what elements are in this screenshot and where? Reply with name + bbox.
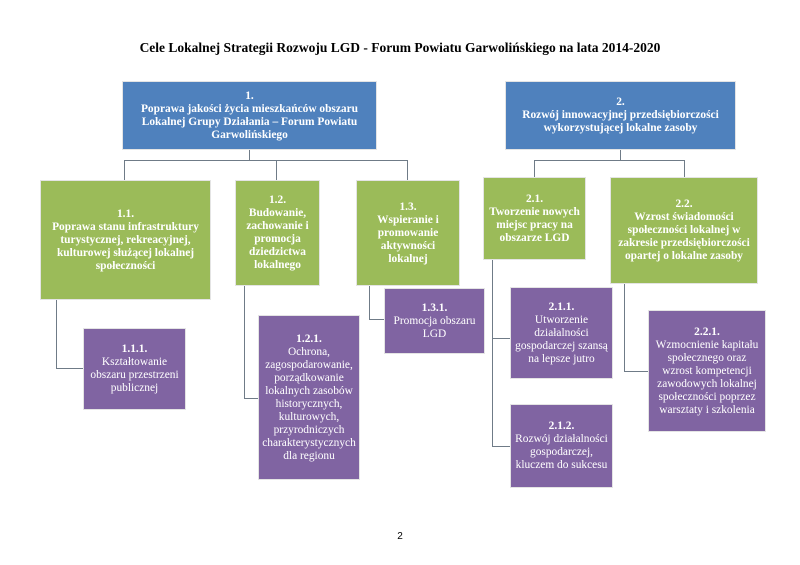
action-1-3-1: 1.3.1. Promocja obszaru LGD xyxy=(384,288,485,354)
action-2-2-1-text: Wzmocnienie kapitału społecznego oraz wz… xyxy=(652,339,762,417)
goal-2: 2. Rozwój innowacyjnej przedsiębiorczośc… xyxy=(505,81,736,150)
connector xyxy=(124,160,408,161)
connector xyxy=(492,446,510,447)
action-2-1-2-number: 2.1.2. xyxy=(549,420,575,433)
connector xyxy=(369,319,384,320)
objective-1-1-text: Poprawa stanu infrastruktury turystyczne… xyxy=(44,221,207,273)
objective-1-3: 1.3. Wspieranie i promowanie aktywności … xyxy=(356,180,460,286)
connector xyxy=(56,300,57,368)
objective-2-1-number: 2.1. xyxy=(526,193,543,206)
objective-1-1-number: 1.1. xyxy=(117,208,134,221)
goal-1-number: 1. xyxy=(245,90,254,103)
connector xyxy=(534,160,684,161)
action-1-1-1-number: 1.1.1. xyxy=(122,343,148,356)
connector xyxy=(369,286,370,319)
action-1-3-1-number: 1.3.1. xyxy=(422,302,448,315)
action-1-2-1-text: Ochrona, zagospodarowanie, porządkowanie… xyxy=(262,346,356,463)
connector xyxy=(249,150,250,160)
action-1-2-1: 1.2.1. Ochrona, zagospodarowanie, porząd… xyxy=(258,315,360,480)
connector xyxy=(492,260,493,446)
objective-2-2: 2.2. Wzrost świadomości społeczności lok… xyxy=(610,177,758,284)
objective-1-3-number: 1.3. xyxy=(399,201,416,214)
connector xyxy=(492,338,510,339)
connector xyxy=(624,371,648,372)
objective-1-2: 1.2. Budowanie, zachowanie i promocja dz… xyxy=(235,180,320,286)
objective-2-2-number: 2.2. xyxy=(675,198,692,211)
connector xyxy=(244,398,258,399)
objective-1-1: 1.1. Poprawa stanu infrastruktury turyst… xyxy=(40,180,211,300)
goal-2-number: 2. xyxy=(616,96,625,109)
action-1-3-1-text: Promocja obszaru LGD xyxy=(388,315,481,341)
action-2-1-1-text: Utworzenie działalności gospodarczej sza… xyxy=(514,314,609,366)
action-2-1-1-number: 2.1.1. xyxy=(549,301,575,314)
objective-1-3-text: Wspieranie i promowanie aktywności lokal… xyxy=(360,214,456,266)
action-2-1-2: 2.1.2. Rozwój działalności gospodarczej,… xyxy=(510,404,613,488)
connector xyxy=(534,160,535,177)
connector xyxy=(124,160,125,180)
action-2-1-2-text: Rozwój działalności gospodarczej, klucze… xyxy=(514,433,609,472)
connector xyxy=(407,160,408,180)
action-2-2-1-number: 2.2.1. xyxy=(694,326,720,339)
action-2-2-1: 2.2.1. Wzmocnienie kapitału społecznego … xyxy=(648,310,766,432)
action-1-1-1-text: Kształtowanie obszaru przestrzeni public… xyxy=(87,356,182,395)
action-1-2-1-number: 1.2.1. xyxy=(296,333,322,346)
connector xyxy=(624,284,625,371)
objective-2-1: 2.1. Tworzenie nowych miejsc pracy na ob… xyxy=(483,177,586,260)
goal-1: 1. Poprawa jakości życia mieszkańców obs… xyxy=(122,81,377,150)
objective-2-1-text: Tworzenie nowych miejsc pracy na obszarz… xyxy=(487,206,582,245)
objective-1-2-text: Budowanie, zachowanie i promocja dziedzi… xyxy=(239,207,316,272)
goal-2-text: Rozwój innowacyjnej przedsiębiorczości w… xyxy=(509,109,732,135)
page-number: 2 xyxy=(0,531,800,542)
connector xyxy=(620,150,621,160)
objective-2-2-text: Wzrost świadomości społeczności lokalnej… xyxy=(614,211,754,263)
page-title: Cele Lokalnej Strategii Rozwoju LGD - Fo… xyxy=(0,40,800,56)
connector xyxy=(244,286,245,398)
action-1-1-1: 1.1.1. Kształtowanie obszaru przestrzeni… xyxy=(83,328,186,410)
connector xyxy=(56,368,83,369)
objective-1-2-number: 1.2. xyxy=(269,194,286,207)
action-2-1-1: 2.1.1. Utworzenie działalności gospodarc… xyxy=(510,287,613,379)
goal-1-text: Poprawa jakości życia mieszkańców obszar… xyxy=(126,103,373,142)
connector xyxy=(684,160,685,177)
connector xyxy=(276,160,277,180)
